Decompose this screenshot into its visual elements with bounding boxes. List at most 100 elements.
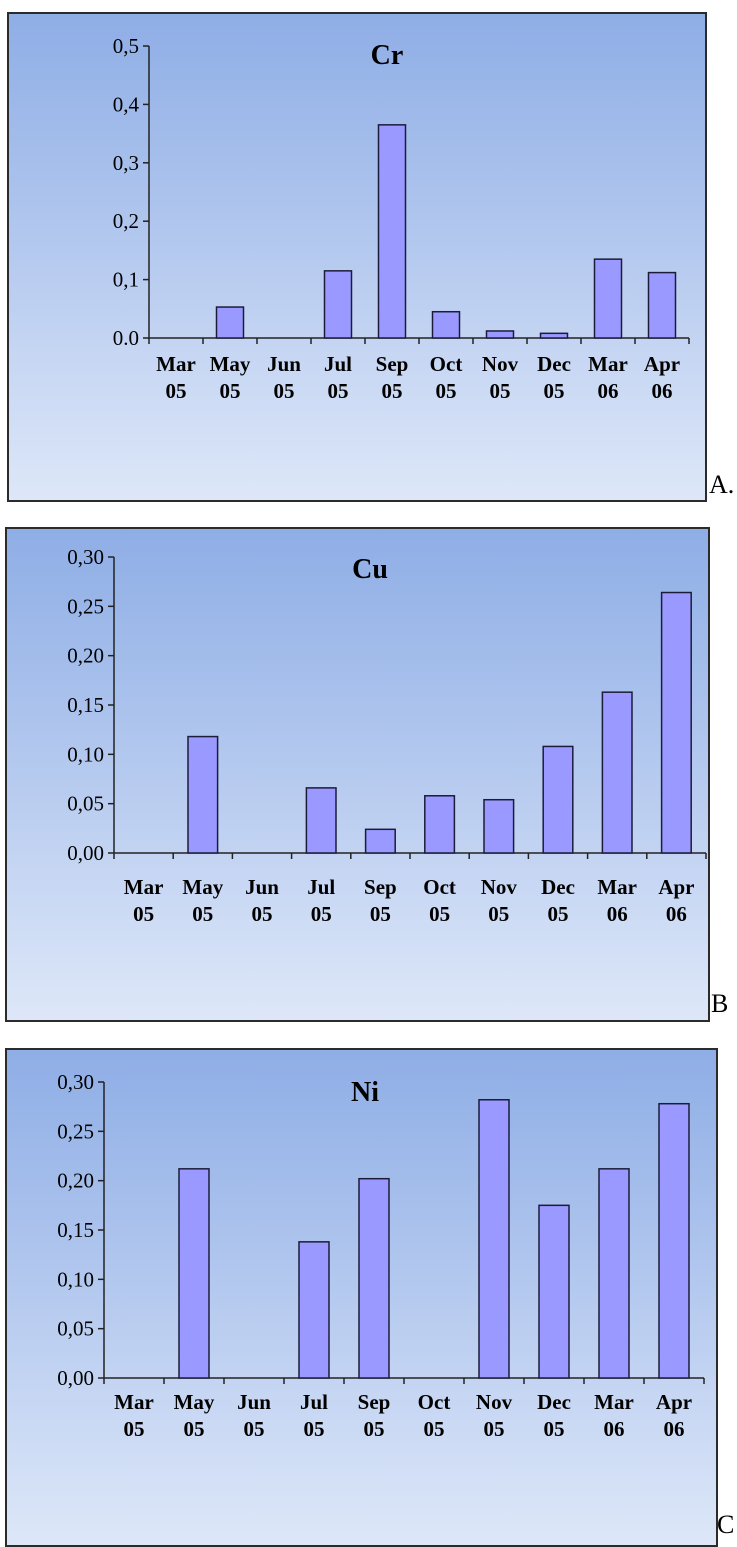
x-tick-label-year: 05	[544, 379, 565, 403]
x-tick-label-month: Jul	[307, 875, 335, 899]
bar	[647, 271, 677, 339]
bar	[485, 330, 515, 339]
x-tick-label-month: Mar	[114, 1390, 154, 1414]
x-tick-label-year: 05	[220, 379, 241, 403]
y-tick-label: 0,20	[57, 1169, 94, 1193]
x-tick-label-month: Mar	[597, 875, 637, 899]
bar-chart-cr: Cr 0.0 0,1 0,2 0,3 0,4 0,5 Mar 05 May 05 Jun 05 Jul 05…	[113, 34, 690, 403]
y-tick-label: 0,00	[57, 1366, 94, 1390]
x-tick-label-year: 05	[184, 1417, 205, 1441]
x-tick-label-year: 05	[382, 379, 403, 403]
y-tick-label: 0,1	[113, 268, 139, 292]
x-tick-label-month: Jun	[245, 875, 279, 899]
x-tick-label-year: 06	[604, 1417, 625, 1441]
bar	[478, 1099, 510, 1379]
bar	[542, 745, 574, 854]
bar	[377, 124, 407, 339]
bar	[598, 1168, 630, 1379]
x-tick-label-month: Nov	[482, 352, 519, 376]
panel-label: A.	[709, 470, 735, 499]
x-tick-label-month: Dec	[537, 352, 571, 376]
x-tick-label-year: 05	[548, 902, 569, 926]
x-tick-label-month: Oct	[418, 1390, 451, 1414]
x-tick-label-month: Oct	[430, 352, 463, 376]
x-tick-label-year: 06	[652, 379, 673, 403]
x-tick-label-year: 05	[252, 902, 273, 926]
bar	[305, 787, 337, 854]
y-tick-label: 0,3	[113, 151, 139, 175]
x-tick-label-year: 06	[607, 902, 628, 926]
bar	[539, 332, 569, 339]
x-tick-label-year: 05	[484, 1417, 505, 1441]
bar	[538, 1204, 570, 1379]
x-tick-label-month: Apr	[656, 1390, 692, 1414]
x-tick-label-year: 05	[370, 902, 391, 926]
y-tick-label: 0,10	[57, 1267, 94, 1291]
chart-frame: Cr 0.0 0,1 0,2 0,3 0,4 0,5 Mar 05 May 05 Jun 05 Jul 05…	[7, 12, 707, 502]
y-tick-label: 0,25	[57, 1119, 94, 1143]
bar	[601, 691, 633, 854]
x-tick-label-month: May	[210, 352, 251, 376]
x-tick-label-year: 05	[124, 1417, 145, 1441]
x-tick-label-year: 05	[436, 379, 457, 403]
x-tick-label-year: 05	[364, 1417, 385, 1441]
panel-label: B	[711, 989, 729, 1018]
bar	[660, 591, 692, 854]
bar	[424, 795, 456, 854]
chart-frame: Cu 0,00 0,05 0,10 0,15 0,20 0,25 0,30 Mar 05 May 05…	[5, 527, 710, 1022]
chart-panel-ni: Ni 0,00 0,05 0,10 0,15 0,20 0,25 0,30 Mar 05 May 05…	[5, 1048, 735, 1547]
x-tick-label-year: 06	[664, 1417, 685, 1441]
x-tick-label-month: Jul	[300, 1390, 328, 1414]
y-tick-label: 0,05	[67, 792, 104, 816]
x-tick-label-month: Mar	[594, 1390, 634, 1414]
x-tick-label-year: 05	[192, 902, 213, 926]
x-tick-label-year: 05	[490, 379, 511, 403]
x-tick-label-year: 05	[311, 902, 332, 926]
x-tick-label-year: 05	[424, 1417, 445, 1441]
x-tick-label-month: May	[174, 1390, 215, 1414]
y-tick-label: 0,25	[67, 594, 104, 618]
bar	[431, 310, 461, 339]
y-tick-label: 0,10	[67, 742, 104, 766]
y-tick-label: 0,15	[67, 693, 104, 717]
y-tick-label: 0,05	[57, 1317, 94, 1341]
bar	[298, 1241, 330, 1379]
chart-title: Cr	[371, 40, 404, 71]
x-tick-label-year: 05	[304, 1417, 325, 1441]
y-tick-label: 0,00	[67, 841, 104, 865]
x-tick-label-month: Jun	[237, 1390, 271, 1414]
bar	[323, 270, 353, 339]
y-tick-label: 0,2	[113, 209, 139, 233]
bar-chart-cu: Cu 0,00 0,05 0,10 0,15 0,20 0,25 0,30 Mar 05 May 05…	[67, 545, 707, 926]
chart-panel-cu: Cu 0,00 0,05 0,10 0,15 0,20 0,25 0,30 Mar 05 May 05…	[5, 527, 735, 1022]
bar	[483, 798, 515, 854]
x-tick-label-month: Dec	[537, 1390, 571, 1414]
chart-frame: Ni 0,00 0,05 0,10 0,15 0,20 0,25 0,30 Mar 05 May 05…	[5, 1048, 718, 1547]
panel-label: C	[717, 1510, 735, 1539]
y-tick-label: 0,5	[113, 34, 139, 58]
x-tick-label-month: Apr	[658, 875, 694, 899]
x-tick-label-month: Jun	[267, 352, 301, 376]
y-tick-label: 0,30	[57, 1070, 94, 1094]
bar	[358, 1177, 390, 1379]
x-tick-label-month: Sep	[364, 875, 397, 899]
y-tick-label: 0,4	[113, 92, 140, 116]
y-tick-label: 0,15	[57, 1218, 94, 1242]
x-tick-label-year: 05	[274, 379, 295, 403]
x-tick-label-year: 05	[166, 379, 187, 403]
x-tick-label-month: Sep	[376, 352, 409, 376]
y-tick-label: 0,30	[67, 545, 104, 569]
x-tick-label-year: 05	[544, 1417, 565, 1441]
bar	[215, 306, 245, 339]
x-tick-label-month: Nov	[481, 875, 518, 899]
x-tick-label-month: Jul	[324, 352, 352, 376]
x-tick-label-year: 05	[328, 379, 349, 403]
chart-title: Cu	[352, 554, 388, 585]
bar	[593, 258, 623, 339]
x-tick-label-month: Mar	[156, 352, 196, 376]
x-tick-label-year: 05	[488, 902, 509, 926]
x-tick-label-year: 06	[666, 902, 687, 926]
bar	[364, 828, 396, 854]
bar	[178, 1168, 210, 1379]
x-tick-label-month: Mar	[124, 875, 164, 899]
